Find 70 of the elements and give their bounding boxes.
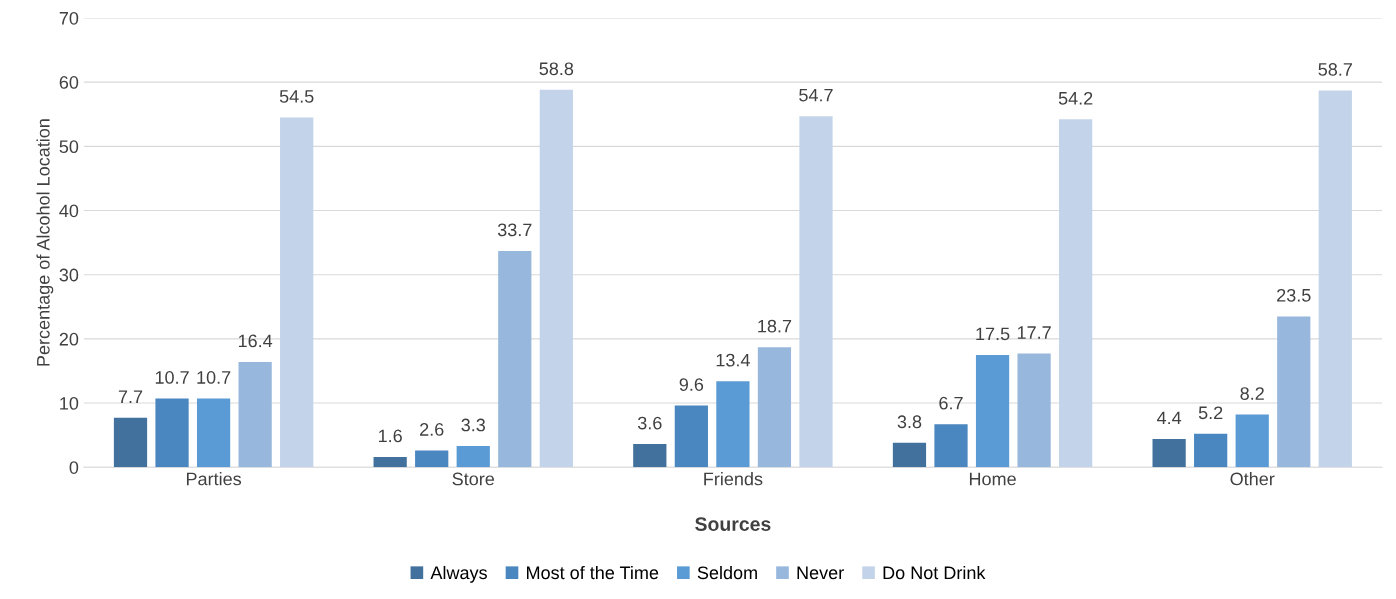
bar xyxy=(1318,90,1352,468)
x-axis-title: Sources xyxy=(695,517,771,531)
data-label: 3.3 xyxy=(461,418,485,432)
data-label: 7.7 xyxy=(118,390,143,403)
bar xyxy=(238,361,272,468)
y-axis-title: Percentage of Alcohol Location xyxy=(36,119,54,366)
y-tick-label: 10 xyxy=(60,396,79,410)
data-label: 23.5 xyxy=(1277,288,1311,302)
x-tick-label: Friends xyxy=(704,472,763,486)
data-label: 13.4 xyxy=(716,353,750,367)
bar xyxy=(456,446,490,468)
y-tick-label: 20 xyxy=(59,332,79,346)
legend-label: Seldom xyxy=(697,565,757,580)
data-label: 10.7 xyxy=(197,371,231,384)
y-tick-label: 50 xyxy=(59,140,79,154)
bar xyxy=(934,424,968,468)
bar xyxy=(373,456,407,468)
bar xyxy=(1277,316,1311,468)
data-label: 33.7 xyxy=(497,223,532,237)
bar xyxy=(674,405,708,468)
bar xyxy=(113,417,148,468)
bar xyxy=(280,117,314,468)
data-label: 17.7 xyxy=(1017,326,1051,339)
x-tick-label: Store xyxy=(452,472,495,486)
y-tick-label: 60 xyxy=(59,76,79,89)
data-label: 54.7 xyxy=(799,88,833,102)
bar xyxy=(1235,414,1269,468)
bar xyxy=(757,347,792,468)
data-label: 8.2 xyxy=(1240,387,1264,400)
data-label: 58.7 xyxy=(1318,63,1352,76)
bar xyxy=(716,381,750,468)
legend-label: Never xyxy=(797,566,844,580)
bar xyxy=(633,444,667,468)
data-label: 58.8 xyxy=(539,62,574,76)
bar xyxy=(415,450,449,468)
bar xyxy=(1194,433,1228,468)
data-label: 4.4 xyxy=(1156,411,1182,425)
legend-label: Do Not Drink xyxy=(883,565,986,580)
bar xyxy=(1152,438,1186,468)
x-tick-label: Home xyxy=(969,472,1016,486)
legend-label: Most of the Time xyxy=(527,565,659,580)
data-label: 54.2 xyxy=(1058,91,1093,105)
bar xyxy=(1059,119,1093,468)
data-label: 54.5 xyxy=(279,90,314,103)
legend-label: Always xyxy=(430,565,487,583)
x-tick-label: Other xyxy=(1230,472,1275,486)
data-label: 9.6 xyxy=(679,378,704,391)
data-label: 17.5 xyxy=(976,327,1010,341)
bar xyxy=(975,354,1010,468)
bar xyxy=(155,398,189,468)
data-label: 18.7 xyxy=(758,319,792,333)
y-tick-label: 40 xyxy=(59,204,79,218)
bar xyxy=(196,398,231,468)
y-tick-label: 30 xyxy=(59,268,79,282)
data-label: 3.8 xyxy=(897,415,922,429)
data-label: 3.6 xyxy=(637,416,662,430)
data-label: 10.7 xyxy=(155,371,189,384)
bar xyxy=(799,116,833,468)
bar xyxy=(1017,353,1051,468)
data-label: 16.4 xyxy=(238,334,273,348)
y-tick-label: 70 xyxy=(59,11,79,25)
data-label: 2.6 xyxy=(420,423,444,436)
bar xyxy=(539,89,573,468)
bar xyxy=(892,442,927,468)
y-tick-label: 0 xyxy=(69,461,79,474)
data-label: 1.6 xyxy=(378,429,402,443)
x-tick-label: Parties xyxy=(186,472,242,486)
data-label: 6.7 xyxy=(939,396,963,410)
bar xyxy=(498,250,532,468)
data-label: 5.2 xyxy=(1198,406,1223,420)
